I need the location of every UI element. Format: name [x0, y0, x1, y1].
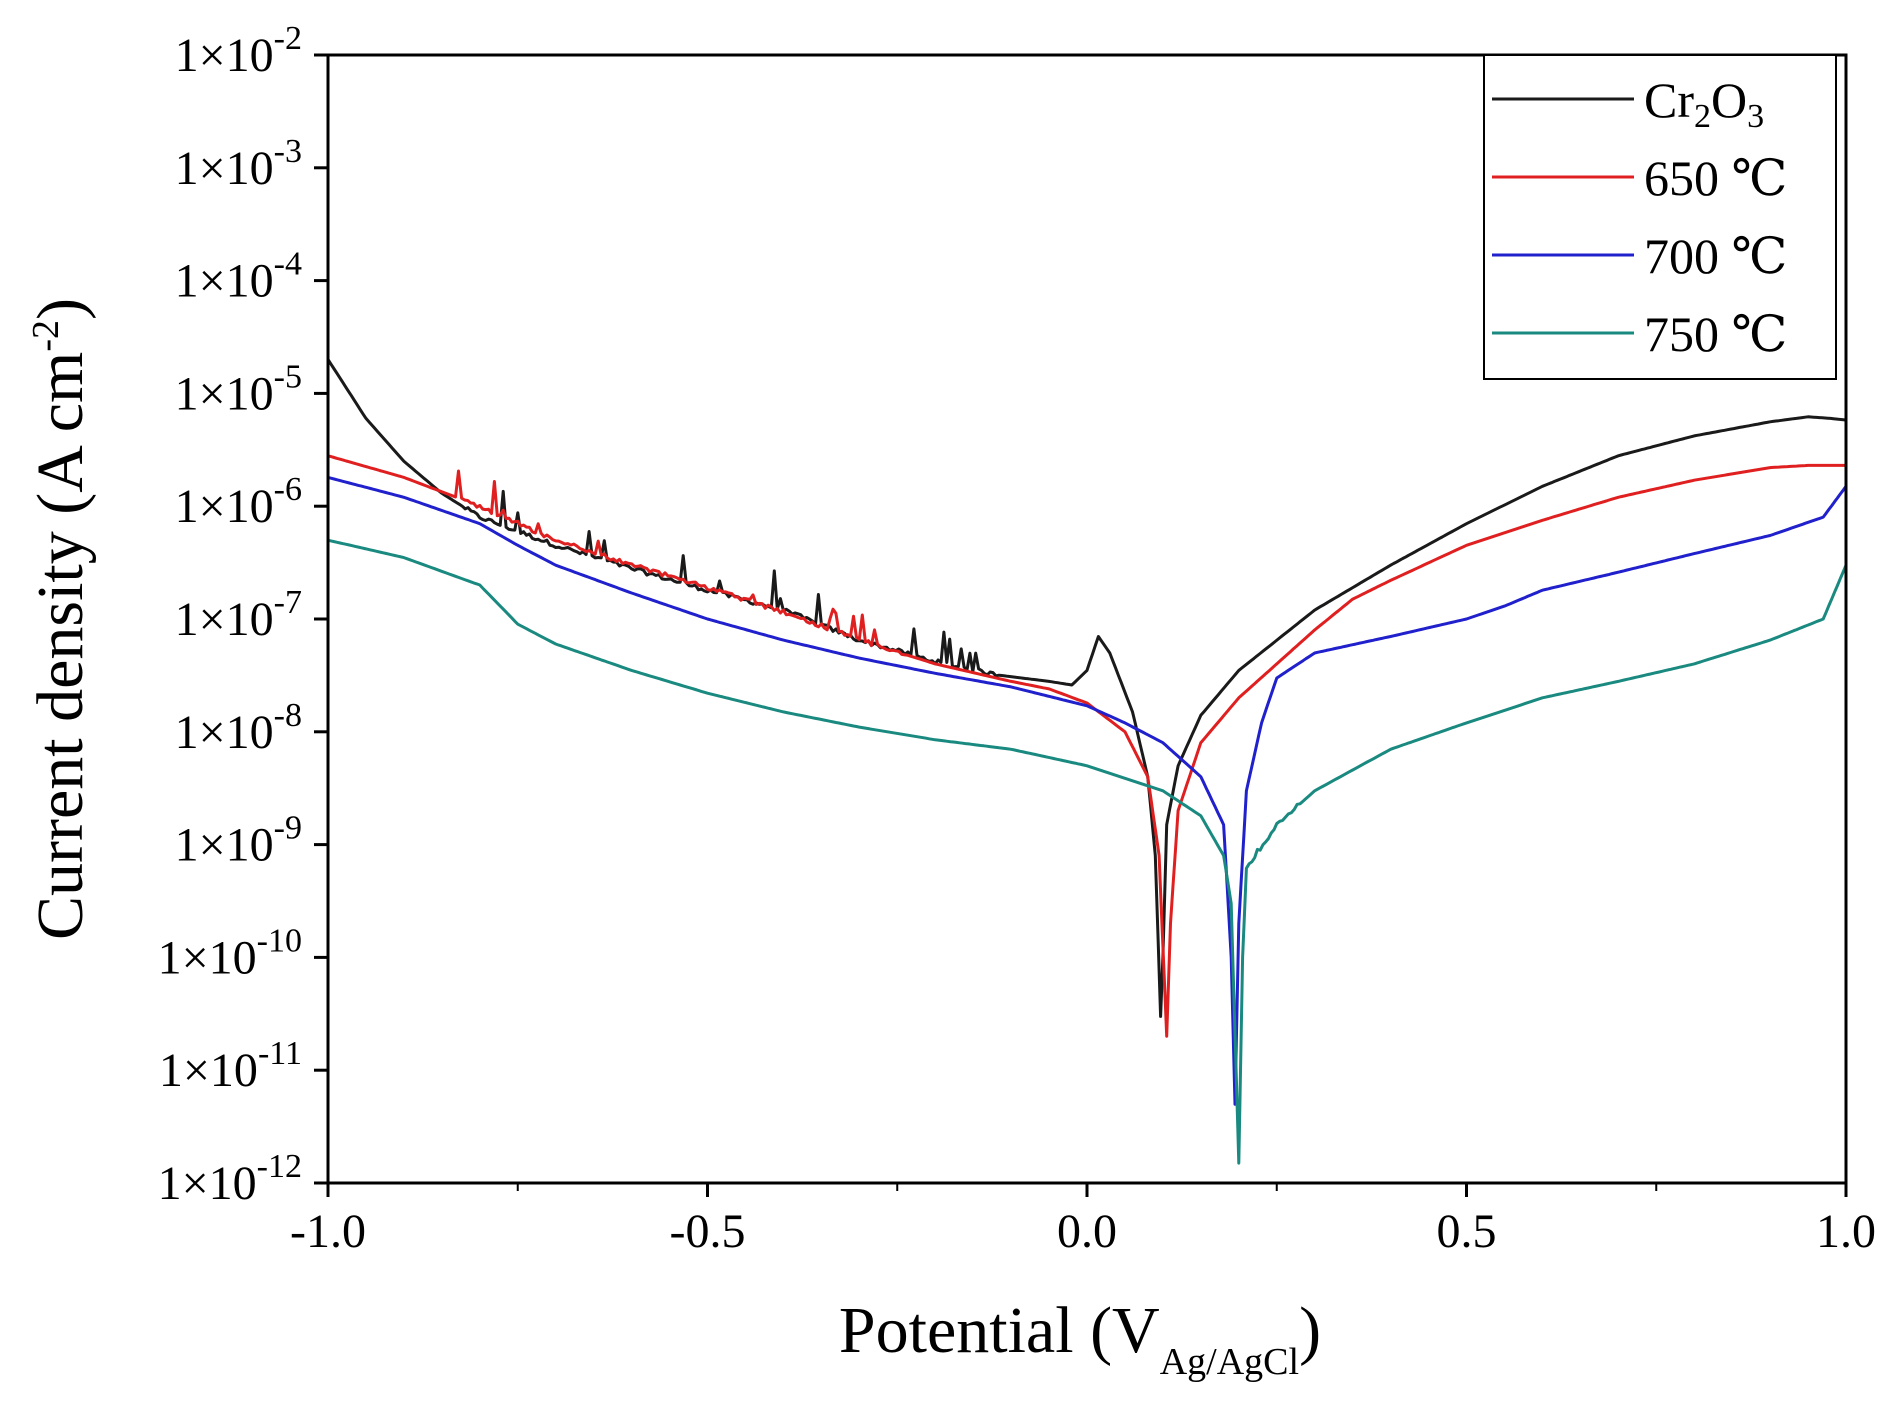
- y-tick-label: 1×10-4: [175, 246, 302, 308]
- y-tick-label: 1×10-2: [175, 20, 302, 82]
- y-tick-label: 1×10-10: [158, 922, 302, 984]
- y-tick-label: 1×10-12: [158, 1148, 302, 1210]
- axis-titles: Potential (VAg/AgCl) Current density (A …: [24, 298, 1321, 1383]
- series-line-0: [328, 358, 1846, 1018]
- y-tick-label: 1×10-7: [175, 584, 302, 646]
- x-axis-title: Potential (VAg/AgCl): [839, 1294, 1321, 1383]
- y-tick-label: 1×10-11: [159, 1035, 302, 1097]
- y-tick-label: 1×10-9: [175, 810, 302, 872]
- legend: Cr2O3 650 ℃ 700 ℃ 750 ℃: [1483, 54, 1837, 380]
- axes-layer: -1.0 -0.5 0.0 0.5 1.0 1×10-2 1×10-3 1×10-4 1×10-…: [158, 20, 1876, 1258]
- series-line-3: [328, 538, 1846, 1165]
- legend-label: 750 ℃: [1644, 306, 1787, 362]
- series-layer: [328, 358, 1846, 1165]
- series-line-2: [328, 475, 1846, 1106]
- legend-label: Cr2O3: [1644, 72, 1764, 135]
- y-axis-title-main: Current density (A cm: [24, 352, 97, 940]
- y-tick-label: 1×10-5: [175, 358, 302, 420]
- legend-label: 700 ℃: [1644, 228, 1787, 284]
- x-tick-label: -1.0: [290, 1205, 366, 1258]
- y-axis-title: Current density (A cm-2): [24, 298, 97, 940]
- y-tick-label: 1×10-8: [175, 697, 302, 759]
- x-axis-title-close: ): [1299, 1294, 1321, 1367]
- x-tick-label: 0.5: [1437, 1205, 1497, 1258]
- legend-box: [1483, 54, 1837, 380]
- y-tick-label: 1×10-3: [175, 133, 302, 195]
- y-axis-title-close: ): [24, 298, 97, 320]
- x-tick-label: 0.0: [1057, 1205, 1117, 1258]
- x-axis-title-subscript: Ag/AgCl: [1160, 1341, 1299, 1383]
- x-axis-title-main: Potential (V: [839, 1294, 1160, 1367]
- x-tick-label: -0.5: [670, 1205, 746, 1258]
- x-tick-label: 1.0: [1816, 1205, 1876, 1258]
- y-tick-label: 1×10-6: [175, 471, 302, 533]
- y-axis-title-superscript: -2: [25, 320, 67, 352]
- legend-label: 650 ℃: [1644, 150, 1787, 206]
